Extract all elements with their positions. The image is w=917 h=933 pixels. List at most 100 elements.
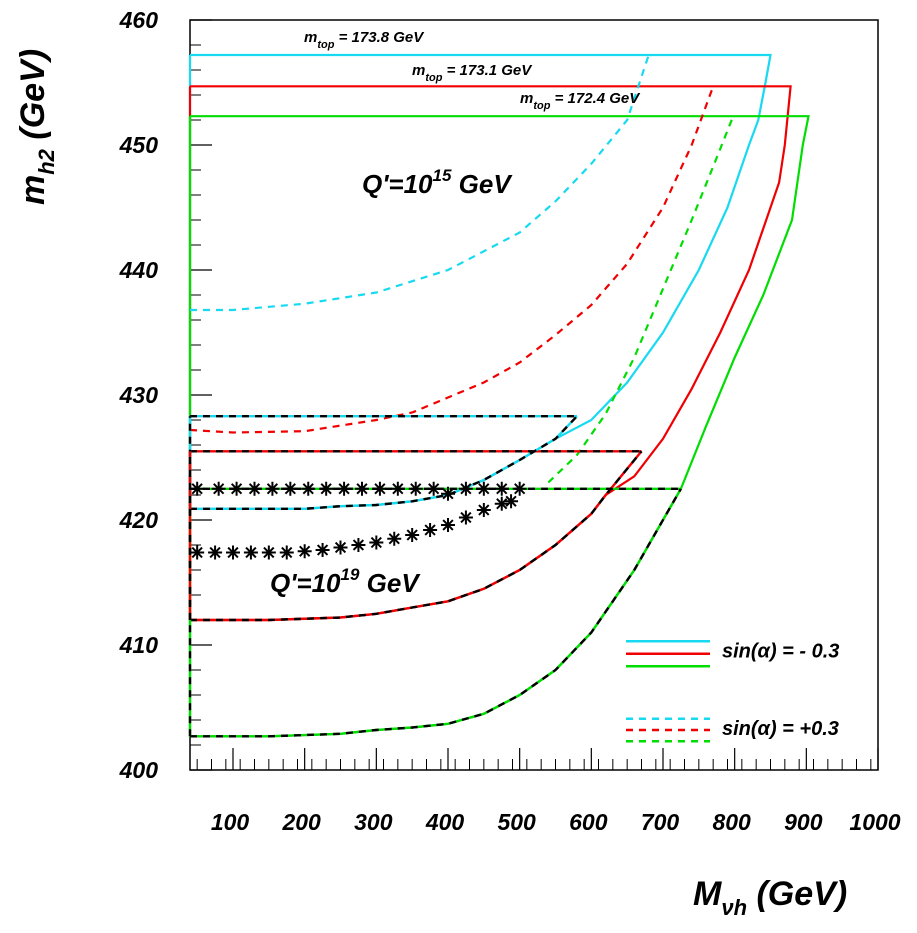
star-marker [319, 481, 334, 496]
x-tick-value: 300 [354, 809, 393, 835]
star-stroke [478, 483, 490, 495]
star-marker [408, 481, 423, 496]
star-marker [337, 481, 352, 496]
q-suffix: GeV [359, 568, 421, 598]
x-axis-title: Mνh (GeV) [693, 875, 847, 920]
x-tick-label: 100 [211, 809, 250, 835]
star-stroke [460, 511, 472, 524]
chart-labels: 100 200 300 400 500 600 700 800 900 1000 400 410 420… [14, 7, 901, 920]
x-tick-value: 200 [281, 809, 321, 835]
star-marker [458, 510, 473, 525]
star-marker [441, 486, 455, 501]
star-marker [458, 481, 473, 496]
star-marker [476, 503, 491, 517]
y-tick-label: 460 [119, 7, 159, 33]
mtop-label: mtop = 172.4 GeV [520, 90, 641, 112]
star-marker [211, 481, 226, 496]
y-axis-main: m [14, 175, 52, 205]
x-axis-main: M [693, 875, 722, 913]
star-stroke [356, 483, 368, 495]
star-stroke [478, 504, 490, 516]
y-tick-value: 410 [119, 632, 159, 658]
mtop-label: mtop = 173.1 GeV [412, 62, 533, 84]
star-marker [190, 481, 205, 496]
green-dash-overlay [190, 488, 682, 738]
q-prefix: Q'=10 [362, 169, 433, 199]
star-marker [190, 545, 205, 560]
y-tick-value: 420 [119, 507, 159, 533]
y-axis-title: mh2 (GeV) [14, 49, 59, 205]
x-tick-value: 1000 [849, 809, 900, 835]
y-tick-value: 400 [119, 757, 159, 783]
star-marker [297, 544, 312, 559]
x-tick-label: 700 [641, 809, 680, 835]
star-marker [315, 543, 330, 557]
star-stroke [316, 544, 329, 556]
star-stroke [230, 483, 243, 495]
x-tick-label: 900 [784, 809, 823, 835]
green-solid-curve [188, 115, 810, 738]
cyan-dash-overlay [190, 415, 578, 510]
x-tick-value: 700 [641, 809, 680, 835]
star-stroke [410, 483, 422, 495]
mtop-label: mtop = 173.8 GeV [304, 29, 425, 51]
mtop-text: = 172.4 GeV [550, 90, 641, 107]
legend-label-dashed: sin(α) = +0.3 [722, 718, 839, 740]
star-stroke [388, 533, 400, 545]
star-stroke [191, 483, 203, 495]
star-marker [426, 481, 441, 496]
q-exponent: 19 [341, 565, 360, 584]
star-marker [494, 481, 509, 496]
star-marker [405, 528, 420, 542]
legend-label-solid-text: sin(α) = - 0.3 [722, 641, 839, 663]
star-marker [423, 523, 438, 537]
q-annotation-q15: Q'=1015 GeV [362, 166, 513, 199]
mtop-sub: top [533, 100, 550, 112]
x-tick-value: 500 [497, 809, 536, 835]
star-marker [494, 496, 509, 511]
star-marker [504, 494, 519, 509]
legend-label-solid: sin(α) = - 0.3 [722, 641, 839, 663]
star-stroke [496, 498, 508, 510]
x-tick-label: 1000 [849, 809, 900, 835]
star-stroke [266, 483, 279, 495]
star-stroke [442, 488, 454, 500]
star-stroke [281, 546, 293, 559]
star-marker [512, 481, 527, 496]
mtop-sub: top [425, 72, 442, 84]
y-tick-value: 440 [119, 257, 159, 283]
star-stroke [191, 546, 203, 559]
mtop-text: = 173.1 GeV [442, 62, 533, 79]
star-stroke [248, 483, 261, 495]
star-stroke [370, 536, 382, 549]
y-tick-value: 450 [119, 132, 159, 158]
x-tick-value: 900 [784, 809, 823, 835]
y-tick-label: 450 [119, 132, 159, 158]
y-tick-label: 410 [119, 632, 159, 658]
star-stroke [374, 483, 386, 495]
star-stroke [352, 539, 365, 551]
y-tick-label: 440 [119, 257, 159, 283]
q-exponent: 15 [433, 166, 452, 185]
star-marker [333, 540, 348, 555]
x-axis-sub: νh [721, 895, 747, 920]
cyan-solid-curve [188, 53, 772, 510]
star-marker [265, 481, 280, 496]
star-stroke [496, 483, 508, 495]
y-tick-value: 460 [119, 7, 159, 33]
q-prefix: Q'=10 [270, 568, 341, 598]
y-tick-value: 430 [119, 382, 159, 408]
red-dashed-curve [189, 85, 715, 434]
star-marker [476, 481, 491, 496]
star-marker [387, 531, 402, 546]
y-tick-label: 420 [119, 507, 159, 533]
star-stroke [284, 483, 296, 495]
star-marker [355, 481, 369, 496]
star-stroke [424, 524, 436, 536]
y-tick-label: 430 [119, 382, 159, 408]
star-marker [441, 518, 455, 532]
star-stroke [213, 483, 225, 495]
x-tick-value: 600 [569, 809, 608, 835]
x-tick-label: 200 [281, 809, 321, 835]
